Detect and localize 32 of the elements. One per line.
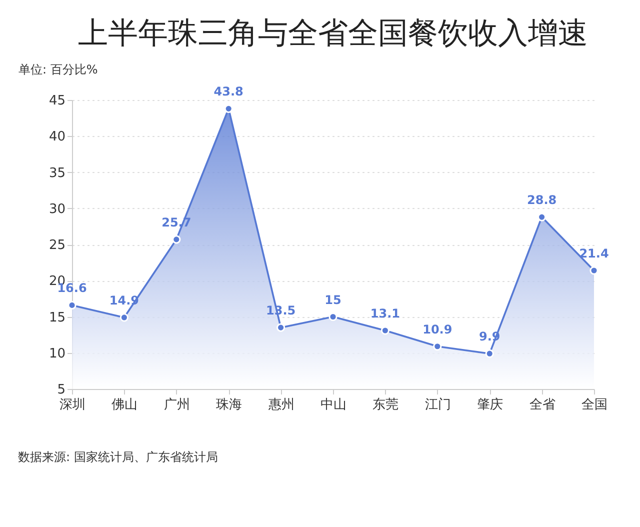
- x-tick-label: 江门: [424, 396, 451, 412]
- data-label: 13.1: [370, 306, 400, 320]
- x-tick-label: 中山: [320, 398, 346, 412]
- x-tick-label: 全省: [529, 398, 556, 412]
- point: [276, 323, 286, 332]
- data-label: 21.4: [579, 246, 609, 261]
- point: [172, 235, 181, 244]
- point: [485, 349, 494, 358]
- x-tick-label: 惠州: [267, 398, 294, 412]
- y-tick-label: 30: [48, 202, 66, 217]
- x-tick-label: 肇庆: [477, 398, 504, 412]
- y-tick-label: 40: [48, 130, 66, 145]
- y-axis-title: 单位: 百分比%: [18, 62, 98, 76]
- data-label: 10.9: [422, 322, 452, 336]
- data-label: 43.8: [214, 84, 244, 99]
- y-tick-label: 15: [48, 310, 66, 326]
- y-tick-label: 35: [48, 166, 66, 181]
- y-tick-label: 45: [48, 94, 66, 108]
- source-note: 数据来源: 国家统计局、广东省统计局: [18, 450, 218, 464]
- x-tick-label: 珠海: [216, 398, 242, 412]
- chart-title: 上半年珠三角与全省全国餐饮收入增速: [78, 16, 588, 51]
- y-tick-label: 25: [48, 238, 66, 253]
- data-label: 28.8: [526, 193, 557, 208]
- x-tick-label: 深圳: [60, 398, 86, 412]
- point: [120, 313, 128, 322]
- y-tick-label: 10: [48, 346, 66, 362]
- x-tick-label: 全国: [582, 398, 608, 412]
- x-tick-label: 东莞: [372, 398, 399, 412]
- data-label: 15: [324, 292, 342, 307]
- x-tick-label: 佛山: [112, 398, 138, 412]
- y-tick-label: 5: [57, 382, 66, 398]
- x-tick-label: 广州: [164, 398, 190, 412]
